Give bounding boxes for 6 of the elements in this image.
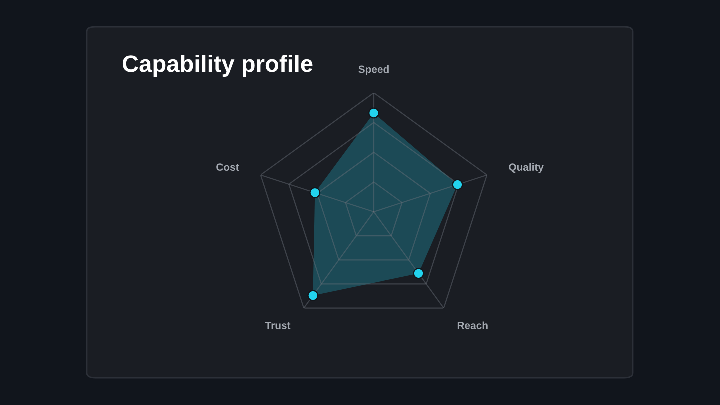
- spoke-label: Trust: [265, 322, 291, 330]
- spoke-label: Reach: [458, 322, 488, 330]
- chart-title: Capability profile: [122, 54, 313, 78]
- spoke-label: Quality: [509, 163, 544, 174]
- spoke-label: Cost: [216, 164, 240, 172]
- spoke-label: Speed: [358, 66, 389, 76]
